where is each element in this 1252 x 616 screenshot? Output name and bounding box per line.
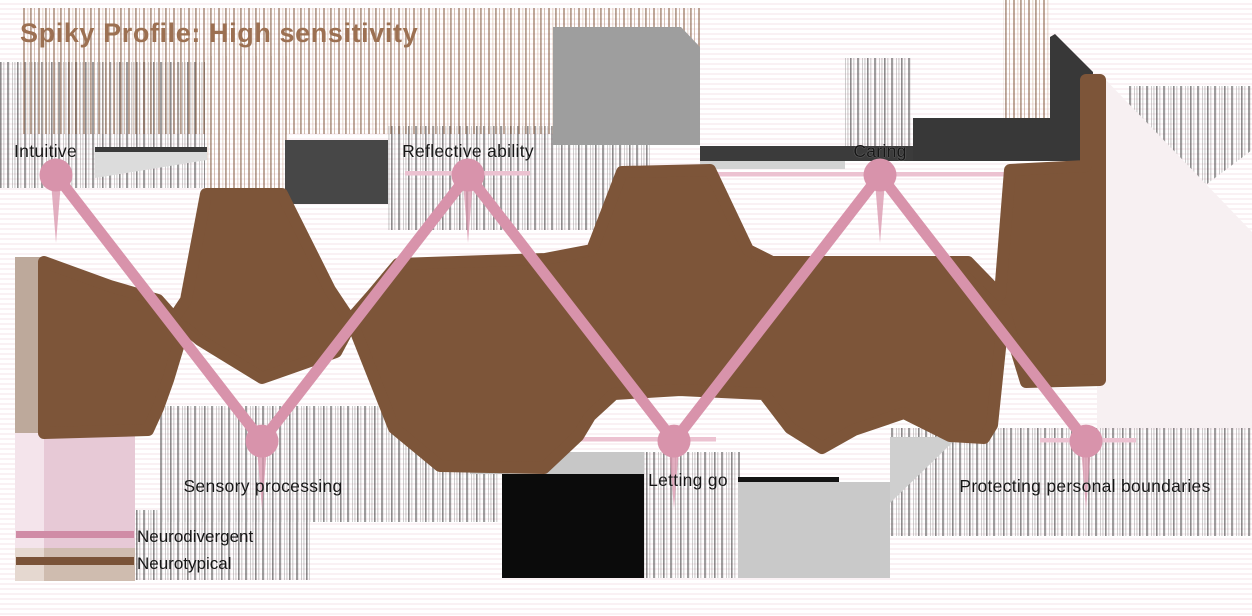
label-intuitive: Intuitive [14, 141, 78, 161]
pink-fill-light [15, 433, 44, 548]
data-point-tick [51, 187, 61, 243]
data-point-5 [1069, 424, 1103, 458]
label-reflective-ability: Reflective ability [402, 141, 534, 161]
data-point-tick [257, 454, 267, 510]
data-point-1 [245, 424, 279, 458]
label-caring: Caring [853, 141, 907, 161]
legend-label-neurodivergent: Neurodivergent [137, 527, 254, 546]
data-point-tick [463, 187, 473, 243]
legend-swatch-neurotypical [16, 557, 134, 565]
data-point-tick [875, 187, 885, 243]
legend-swatch-neurodivergent [16, 531, 134, 538]
label-letting-go: Letting go [648, 470, 728, 490]
grey-deco-blocks [95, 27, 1093, 578]
pink-fill [44, 433, 135, 548]
data-point-4 [863, 158, 897, 192]
data-point-tick [669, 454, 679, 510]
data-point-tick [1081, 454, 1091, 510]
label-protecting-boundaries: Protecting personal boundaries [959, 476, 1211, 496]
label-sensory-processing: Sensory processing [183, 476, 343, 496]
neurodivergent-path [50, 169, 1092, 447]
chart-title: Spiky Profile: High sensitivity [20, 18, 419, 48]
legend-label-neurotypical: Neurotypical [137, 554, 232, 573]
data-point-0 [39, 158, 73, 192]
data-point-2 [451, 158, 485, 192]
neurodivergent-line [39, 158, 1103, 510]
pale-pink-wedge [1097, 78, 1252, 428]
data-point-3 [657, 424, 691, 458]
